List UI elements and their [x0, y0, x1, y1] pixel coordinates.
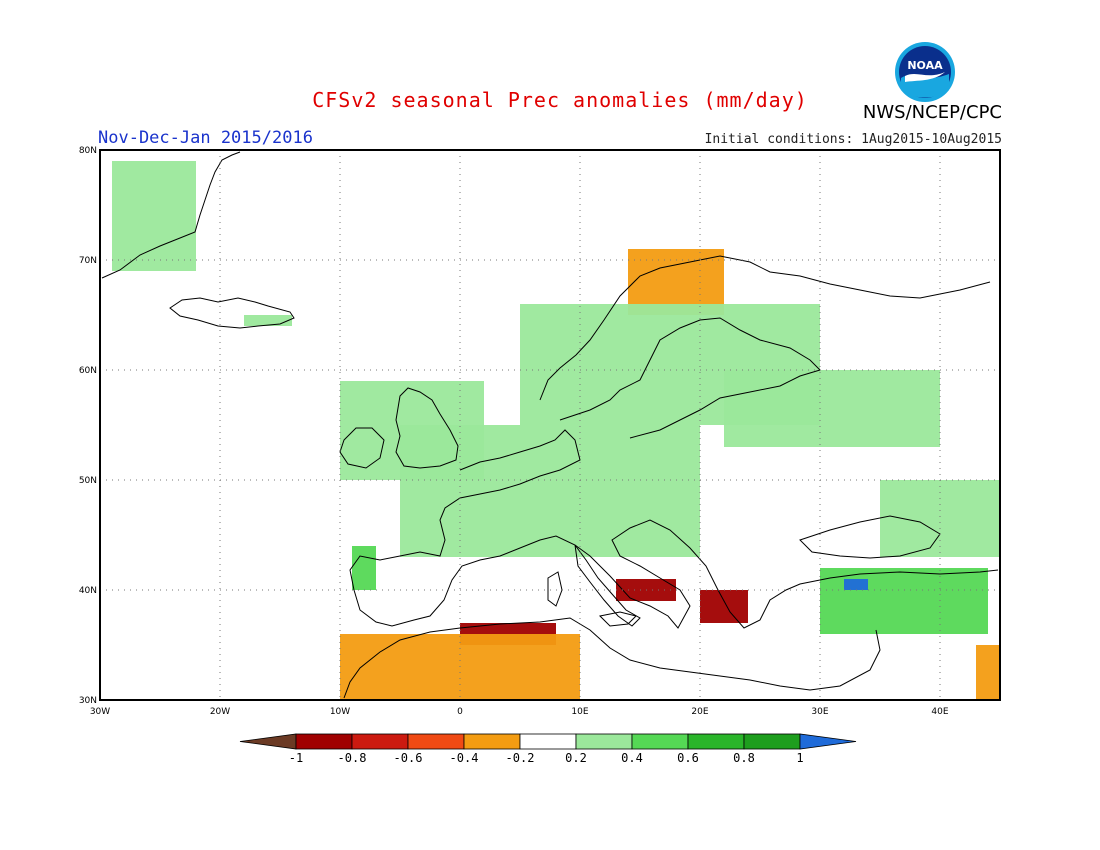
black-sea-coast [799, 515, 941, 559]
colorbar-label: 1 [796, 751, 803, 765]
graticule [100, 150, 1000, 700]
baltic-coast [559, 317, 821, 439]
anomaly-region-middle-east-east [976, 645, 1000, 700]
anomaly-region-central-europe [400, 425, 700, 557]
logo-text: NOAA [907, 59, 943, 72]
map-frame [99, 149, 1001, 701]
colorbar-right-arrow [799, 733, 857, 750]
lat-tick-label: 60N [79, 366, 97, 376]
lat-tick-label: 30N [79, 696, 97, 706]
anomaly-region-turkey [820, 568, 988, 634]
colorbar-segment [463, 733, 521, 750]
colorbar: -1 -0.8 -0.6 -0.4 -0.2 0.2 0.4 0.6 0.8 1 [239, 733, 857, 765]
colorbar-label: -0.4 [450, 751, 479, 765]
anomaly-region-iberia-northwest [352, 546, 376, 590]
lat-tick-label: 80N [79, 146, 97, 156]
chart-title: CFSv2 seasonal Prec anomalies (mm/day) [312, 88, 808, 112]
colorbar-label: -0.8 [338, 751, 367, 765]
colorbar-segment [519, 733, 577, 750]
colorbar-label: 0.8 [733, 751, 755, 765]
colorbar-label: 0.2 [565, 751, 587, 765]
sardinia-coast [547, 571, 563, 607]
ireland-coast [339, 427, 385, 469]
lon-tick-label: 40E [931, 707, 948, 717]
colorbar-segment [351, 733, 409, 750]
lat-tick-label: 40N [79, 586, 97, 596]
greenland-coast [101, 151, 241, 279]
anomaly-fills [112, 161, 1000, 700]
colorbar-label: 0.6 [677, 751, 699, 765]
lon-tick-label: 30W [90, 707, 110, 717]
colorbar-segment [631, 733, 689, 750]
iceland-coast [169, 297, 295, 329]
colorbar-segment [295, 733, 353, 750]
lon-tick-label: 30E [811, 707, 828, 717]
colorbar-label: -0.6 [394, 751, 423, 765]
anomaly-region-baltic-russia [724, 370, 940, 447]
noaa-logo-icon: NOAA [895, 42, 955, 102]
colorbar-segment [743, 733, 801, 750]
anomaly-region-greece [700, 590, 748, 623]
coastlines [101, 151, 999, 699]
anomaly-region-ukraine-south-russia [880, 480, 1000, 557]
forecast-period: Nov-Dec-Jan 2015/2016 [98, 128, 313, 148]
britain-coast [395, 387, 459, 469]
lat-tick-label: 70N [79, 256, 97, 266]
initial-conditions: Initial conditions: 1Aug2015-10Aug2015 [704, 132, 1002, 147]
colorbar-segment [687, 733, 745, 750]
anomaly-region-turkey-max [844, 579, 868, 590]
anomaly-region-greenland-east [112, 161, 196, 271]
colorbar-label: -0.2 [506, 751, 535, 765]
lon-tick-label: 20W [210, 707, 230, 717]
north-africa-coast [343, 617, 881, 699]
lat-tick-label: 50N [79, 476, 97, 486]
colorbar-label: 0.4 [621, 751, 643, 765]
italy-coast [574, 544, 641, 627]
lon-tick-label: 10W [330, 707, 350, 717]
scandinavia-coast [539, 255, 991, 401]
axis-ticks: 30W 20W 10W 0 10E 20E 30E 40E 30N 40N 50N 60N 70N 80N [79, 146, 949, 717]
colorbar-left-arrow [239, 733, 297, 750]
colorbar-segment [407, 733, 465, 750]
continent-coast [349, 429, 999, 629]
lon-tick-label: 0 [457, 707, 463, 717]
colorbar-segment [575, 733, 633, 750]
sicily-coast [598, 611, 637, 627]
colorbar-label: -1 [289, 751, 303, 765]
lon-tick-label: 20E [691, 707, 708, 717]
anomaly-region-iceland [244, 315, 292, 326]
lon-tick-label: 10E [571, 707, 588, 717]
agency-label: NWS/NCEP/CPC [862, 102, 1002, 123]
